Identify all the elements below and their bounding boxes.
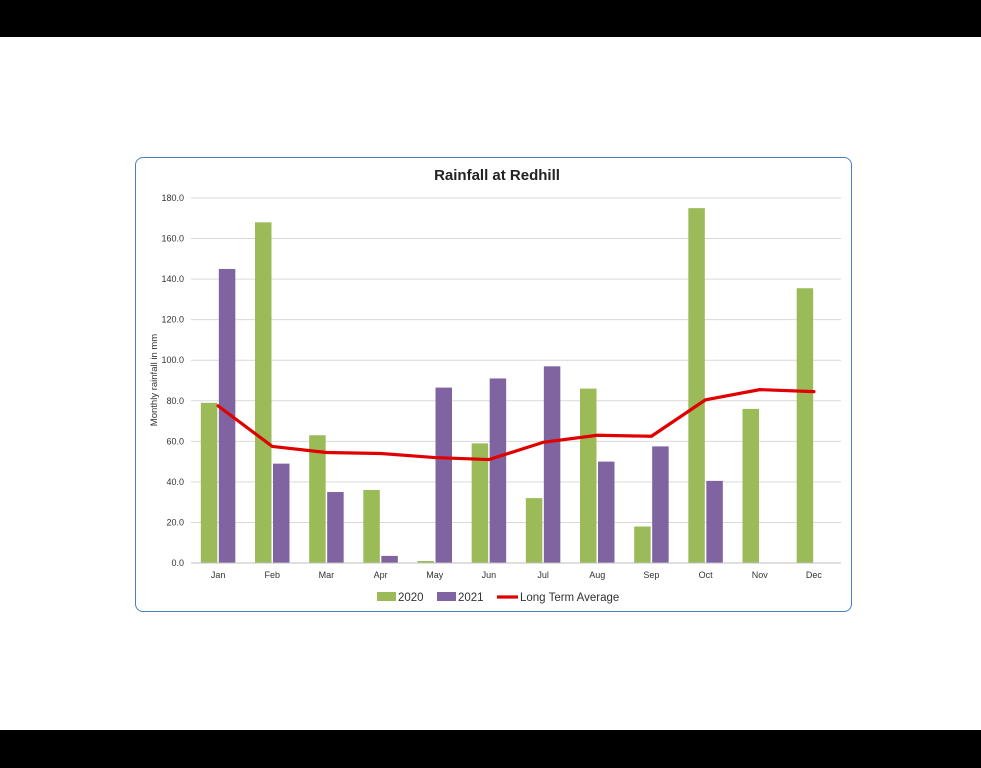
line-long-term-average [216, 388, 816, 462]
bar-2020 [634, 526, 651, 563]
bar-2020 [309, 435, 326, 563]
bar-2021 [435, 387, 452, 563]
bar-2020 [742, 408, 759, 563]
chart-title: Rainfall at Redhill [434, 167, 560, 184]
y-tick-label: 180.0 [161, 193, 184, 203]
y-tick-label: 120.0 [161, 315, 184, 325]
legend-swatch [437, 592, 456, 601]
y-tick-label: 140.0 [161, 274, 184, 284]
bar-2020 [471, 443, 489, 563]
bar-2020 [363, 490, 380, 563]
bar-2021 [327, 492, 344, 563]
x-tick-label: Apr [374, 570, 388, 580]
x-tick-label: Sep [643, 570, 659, 580]
bar-2020 [525, 498, 543, 563]
bar-2020 [255, 222, 272, 564]
bar-2021 [218, 268, 236, 563]
y-tick-label: 40.0 [166, 477, 184, 487]
x-tick-label: Jan [211, 570, 226, 580]
x-tick-label: Nov [752, 570, 769, 580]
bar-2021 [381, 555, 398, 563]
legend-label: Long Term Average [520, 592, 619, 604]
y-axis-label: Monthly rainfall in mm [149, 334, 160, 426]
top-black-band [0, 0, 981, 37]
bar-2020 [417, 560, 434, 563]
bar-2021 [273, 463, 290, 563]
y-tick-label: 100.0 [161, 355, 184, 365]
y-tick-label: 20.0 [166, 517, 184, 527]
bar-2020 [200, 402, 218, 563]
x-tick-label: Oct [699, 570, 714, 580]
y-tick-label: 80.0 [166, 396, 184, 406]
x-tick-label: Jul [537, 570, 549, 580]
x-tick-label: Dec [806, 570, 823, 580]
bar-2021 [652, 446, 669, 563]
y-tick-label: 160.0 [161, 234, 184, 244]
legend-swatch [377, 592, 396, 601]
bar-2021 [598, 461, 615, 563]
x-tick-label: Feb [264, 570, 280, 580]
y-tick-label: 60.0 [166, 436, 184, 446]
bar-2020 [580, 388, 597, 563]
bar-2020 [796, 288, 814, 563]
bar-2021 [706, 480, 723, 563]
bar-2021 [489, 378, 507, 563]
bottom-black-band [0, 730, 981, 768]
x-tick-label: May [426, 570, 444, 580]
y-tick-label: 0.0 [171, 558, 184, 568]
legend-label: 2021 [458, 592, 484, 604]
x-tick-label: Aug [589, 570, 605, 580]
bar-2020 [688, 208, 705, 563]
x-tick-label: Jun [482, 570, 497, 580]
x-tick-label: Mar [319, 570, 335, 580]
bar-2021 [543, 366, 561, 563]
legend-label: 2020 [398, 592, 424, 604]
